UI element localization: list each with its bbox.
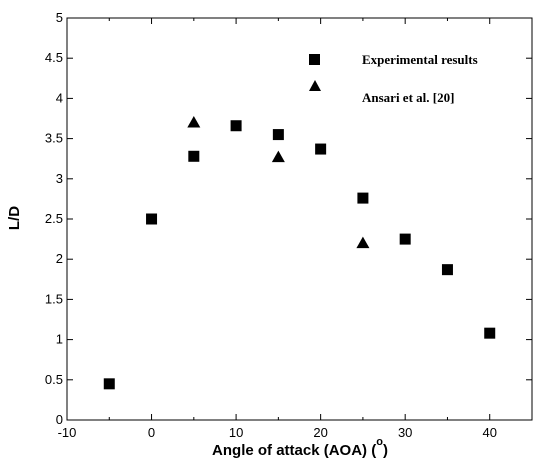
data-points bbox=[103, 116, 496, 390]
plot-frame bbox=[66, 17, 533, 421]
experimental-point-4 bbox=[272, 129, 284, 141]
ansari-point-1 bbox=[271, 150, 285, 163]
x-tick-label: -10 bbox=[58, 425, 77, 440]
experimental-point-1 bbox=[146, 213, 158, 225]
x-tick-label: 20 bbox=[313, 425, 327, 440]
legend-label-experimental: Experimental results bbox=[362, 52, 478, 67]
x-tick-label: 10 bbox=[229, 425, 243, 440]
ansari-point-2 bbox=[356, 236, 370, 249]
y-tick-label: 4.5 bbox=[45, 50, 63, 65]
legend-marker-square bbox=[309, 54, 320, 65]
x-tick-label: 40 bbox=[482, 425, 496, 440]
experimental-point-2 bbox=[188, 150, 200, 162]
x-tick-label: 0 bbox=[148, 425, 155, 440]
experimental-point-7 bbox=[399, 233, 411, 245]
y-tick-label: 0 bbox=[56, 412, 63, 427]
experimental-point-9 bbox=[484, 327, 496, 339]
plot-border bbox=[66, 17, 533, 421]
experimental-point-6 bbox=[357, 192, 369, 204]
y-tick-label: 2.5 bbox=[45, 211, 63, 226]
experimental-point-0 bbox=[103, 378, 115, 390]
y-tick-label: 3 bbox=[56, 171, 63, 186]
y-tick-label: 3.5 bbox=[45, 131, 63, 146]
legend-marker-triangle bbox=[309, 80, 321, 91]
experimental-point-5 bbox=[315, 143, 327, 155]
x-axis-title-degree: o bbox=[376, 436, 383, 448]
x-tick-label: 30 bbox=[398, 425, 412, 440]
experimental-point-3 bbox=[230, 120, 242, 132]
x-axis-title: Angle of attack (AOA) (o) bbox=[212, 436, 388, 459]
x-axis-title-close: ) bbox=[383, 442, 388, 459]
legend-label-ansari: Ansari et al. [20] bbox=[362, 90, 454, 105]
legend: Experimental results Ansari et al. [20] bbox=[309, 52, 478, 105]
experimental-point-8 bbox=[441, 264, 453, 276]
y-tick-label: 4 bbox=[56, 90, 63, 105]
y-tick-label: 1 bbox=[56, 332, 63, 347]
y-tick-label: 5 bbox=[56, 10, 63, 25]
y-tick-label: 0.5 bbox=[45, 372, 63, 387]
y-tick-label: 1.5 bbox=[45, 291, 63, 306]
y-tick-label: 2 bbox=[56, 251, 63, 266]
ansari-point-0 bbox=[187, 116, 201, 128]
y-axis-title: L/D bbox=[6, 206, 23, 230]
